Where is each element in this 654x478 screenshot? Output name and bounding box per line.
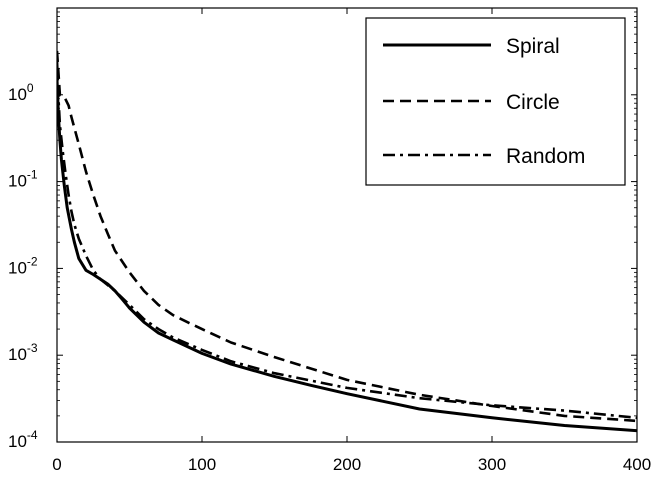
y-tick-label: 10-4	[8, 428, 38, 451]
x-tick-label: 0	[52, 455, 61, 474]
series-line-random	[57, 60, 637, 420]
y-tick-label: 10-3	[8, 341, 38, 364]
tick-layer: 0 100 200 300 400 10-4 10-3 10-2 10-1 100	[8, 8, 651, 474]
legend-label-circle: Circle	[506, 91, 560, 114]
x-tick-label: 300	[478, 455, 506, 474]
series-layer	[57, 50, 637, 433]
series-line-circle	[57, 50, 637, 423]
x-tick-label: 200	[333, 455, 361, 474]
y-tick-label: 10-2	[8, 254, 38, 277]
x-tick-label: 100	[188, 455, 216, 474]
legend: Spiral Circle Random	[365, 17, 626, 186]
x-tick-label: 400	[623, 455, 651, 474]
legend-label-random: Random	[506, 145, 585, 168]
legend-label-spiral: Spiral	[506, 35, 560, 58]
y-tick-label: 100	[8, 81, 34, 104]
y-tick-label: 10-1	[8, 168, 38, 191]
